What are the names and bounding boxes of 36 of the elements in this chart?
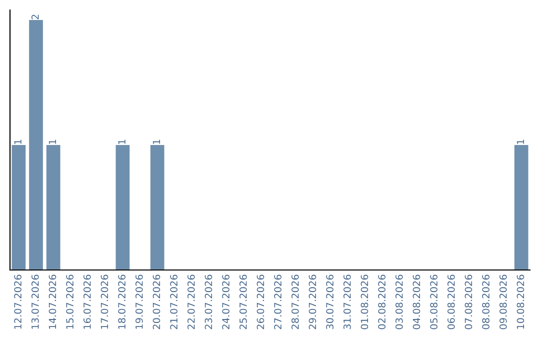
x-tick-label: 05.08.2026 — [430, 274, 438, 330]
x-tick-label: 30.07.2026 — [326, 274, 334, 330]
x-tick-label: 31.07.2026 — [343, 274, 351, 330]
x-tick-label: 06.08.2026 — [447, 274, 455, 330]
x-tick-label: 01.08.2026 — [360, 274, 368, 330]
x-tick-label: 12.07.2026 — [14, 274, 22, 329]
data-label: 2 — [31, 14, 39, 20]
data-label: 1 — [48, 140, 56, 144]
x-tick-label: 10.08.2026 — [516, 274, 524, 329]
x-tick-label: 23.07.2026 — [204, 274, 212, 330]
x-tick-label: 24.07.2026 — [222, 274, 230, 330]
x-tick-label: 21.07.2026 — [170, 274, 178, 330]
x-tick-label: 15.07.2026 — [66, 274, 74, 329]
x-tick-label: 20.07.2026 — [152, 274, 160, 330]
data-label: 1 — [516, 140, 524, 144]
x-tick-label: 27.07.2026 — [274, 274, 282, 330]
x-tick-label: 18.07.2026 — [118, 274, 126, 329]
x-tick-label: 07.08.2026 — [464, 274, 472, 330]
x-tick-label: 16.07.2026 — [83, 274, 91, 329]
x-tick-label: 22.07.2026 — [187, 274, 195, 330]
x-tick-label: 02.08.2026 — [378, 274, 386, 330]
data-label: 1 — [152, 140, 160, 144]
x-tick-label: 09.08.2026 — [499, 274, 507, 330]
x-tick-label: 17.07.2026 — [100, 274, 108, 329]
x-tick-label: 14.07.2026 — [48, 274, 56, 329]
x-tick-label: 04.08.2026 — [412, 274, 420, 330]
x-tick-label: 25.07.2026 — [239, 274, 247, 330]
x-tick-label: 26.07.2026 — [256, 274, 264, 330]
x-tick-label: 28.07.2026 — [291, 274, 299, 330]
data-label: 1 — [118, 140, 126, 144]
data-label: 1 — [14, 140, 22, 144]
x-tick-label: 08.08.2026 — [482, 274, 490, 330]
x-tick-label: 29.07.2026 — [308, 274, 316, 330]
x-tick-label: 03.08.2026 — [395, 274, 403, 330]
x-tick-label: 19.07.2026 — [135, 274, 143, 329]
x-tick-label: 13.07.2026 — [31, 274, 39, 329]
